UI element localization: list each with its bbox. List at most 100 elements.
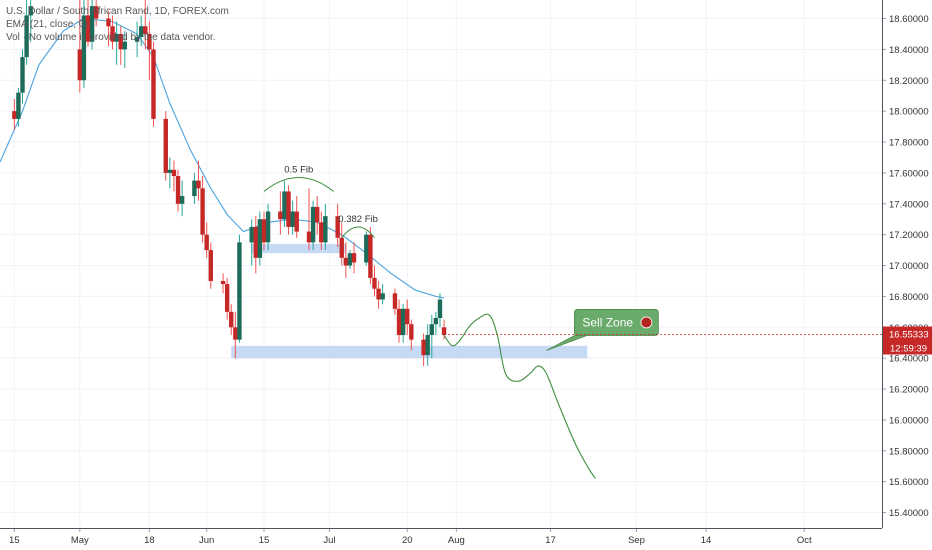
- candle-body: [437, 299, 443, 319]
- grid-layer: [0, 0, 882, 528]
- legend-ema[interactable]: EMA (21, close, 0): [6, 19, 88, 30]
- ema-line: [0, 17, 445, 299]
- candle-body: [16, 92, 21, 119]
- candle-up: [81, 0, 87, 88]
- candle-body: [233, 327, 238, 340]
- candle-up: [347, 250, 353, 269]
- candle-up: [323, 203, 328, 251]
- candle-body: [335, 216, 340, 238]
- candle-down: [294, 196, 299, 238]
- candle-down: [286, 185, 291, 235]
- x-tick-label: 15: [259, 535, 270, 546]
- candle-down: [118, 26, 123, 65]
- candle-down: [376, 280, 381, 309]
- candle-body: [167, 169, 173, 173]
- candle-body: [204, 234, 209, 251]
- candle-down: [253, 216, 259, 274]
- x-tick-label: Oct: [797, 535, 812, 546]
- candle-body: [208, 250, 213, 281]
- candle-body: [147, 33, 152, 50]
- y-tick-label: 18.40000: [889, 45, 929, 56]
- price-badge: [883, 326, 932, 341]
- candle-down: [106, 10, 111, 47]
- candle-body: [24, 15, 29, 58]
- candle-down: [409, 319, 414, 351]
- candle-body: [323, 216, 328, 243]
- candle-body: [163, 118, 168, 173]
- candles-layer: [12, 0, 447, 366]
- candle-down: [12, 98, 17, 130]
- candle-body: [376, 288, 381, 300]
- price-badge-label: 16.55333: [889, 330, 929, 341]
- y-tick-label: 17.80000: [889, 138, 929, 149]
- candle-body: [110, 26, 115, 42]
- candle-up: [425, 324, 430, 366]
- candle-down: [224, 277, 230, 320]
- x-tick-label: May: [71, 535, 89, 546]
- y-tick-label: 16.20000: [889, 385, 929, 396]
- y-tick-label: 15.80000: [889, 446, 929, 457]
- candle-up: [28, 0, 33, 42]
- candle-body: [282, 191, 287, 220]
- candle-up: [167, 157, 173, 189]
- candle-body: [200, 188, 205, 235]
- candle-down: [200, 176, 205, 243]
- candle-up: [400, 304, 406, 343]
- y-tick-label: 18.20000: [889, 76, 929, 87]
- candle-down: [343, 242, 349, 278]
- fib-label: 0.382 Fib: [338, 214, 378, 225]
- candle-down: [421, 333, 426, 366]
- candle-down: [405, 299, 410, 336]
- candle-body: [314, 206, 320, 223]
- fib-label: 0.5 Fib: [284, 165, 313, 176]
- candle-down: [110, 15, 115, 50]
- candle-up: [122, 30, 128, 68]
- candle-up: [89, 0, 95, 50]
- bear-icon: [640, 316, 653, 329]
- candle-body: [351, 253, 357, 263]
- legend-symbol-title[interactable]: U.S. Dollar / South African Rand, 1D, FO…: [6, 6, 229, 17]
- candle-up: [24, 0, 29, 65]
- candle-body: [409, 324, 414, 340]
- candle-body: [265, 211, 271, 243]
- candle-body: [151, 49, 156, 119]
- candle-body: [253, 226, 259, 258]
- sell-zone-callout[interactable]: Sell Zone: [546, 309, 659, 351]
- candle-body: [77, 49, 83, 81]
- countdown-label: 12:59:39: [890, 344, 927, 355]
- y-tick-label: 17.20000: [889, 230, 929, 241]
- countdown-badge: [883, 340, 932, 355]
- candle-body: [175, 176, 181, 204]
- candle-down: [396, 299, 402, 343]
- candle-down: [392, 288, 398, 315]
- candle-body: [171, 169, 177, 176]
- candle-body: [368, 234, 373, 278]
- candle-up: [237, 234, 242, 343]
- candle-down: [196, 160, 201, 201]
- candle-body: [405, 308, 410, 325]
- candle-body: [372, 277, 377, 289]
- candle-down: [372, 265, 377, 297]
- candle-down: [335, 203, 340, 248]
- candle-body: [237, 242, 242, 340]
- candle-body: [93, 6, 99, 19]
- candle-down: [233, 311, 238, 359]
- candle-up: [282, 180, 287, 227]
- candle-body: [261, 219, 267, 243]
- y-tick-label: 18.60000: [889, 14, 929, 25]
- candle-down: [368, 226, 373, 285]
- candle-body: [106, 18, 111, 27]
- candle-up: [364, 231, 369, 266]
- candle-down: [306, 188, 312, 251]
- candle-down: [171, 160, 177, 192]
- y-tick-label: 17.40000: [889, 199, 929, 210]
- candle-body: [433, 318, 439, 325]
- candle-body: [85, 15, 91, 42]
- candle-up: [16, 88, 21, 127]
- candle-down: [147, 21, 152, 81]
- candle-up: [380, 284, 385, 305]
- candle-body: [339, 237, 344, 258]
- y-tick-label: 16.80000: [889, 292, 929, 303]
